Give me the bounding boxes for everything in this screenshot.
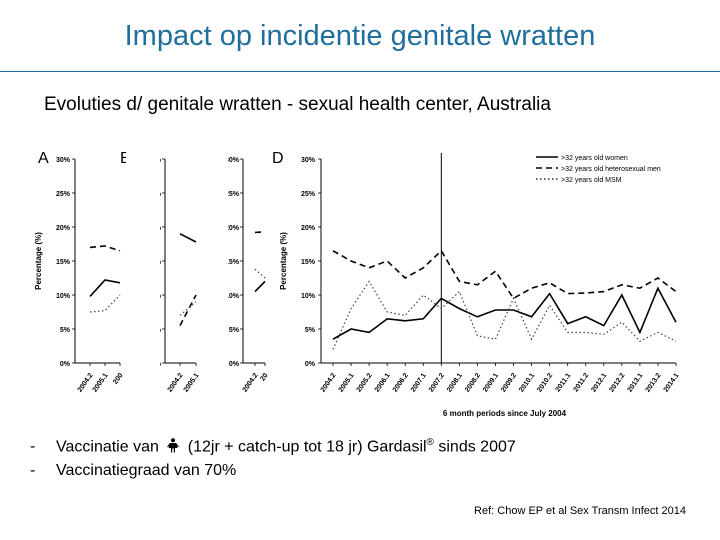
x-tick-label: 2013.1 bbox=[627, 372, 645, 394]
panel-crop-mask bbox=[200, 135, 228, 419]
y-tick-label: 0% bbox=[60, 361, 71, 368]
y-tick-label: 15% bbox=[56, 259, 71, 266]
panel-label-b: B bbox=[120, 150, 131, 167]
series-line-dashed-panel-b bbox=[179, 294, 197, 326]
title-divider bbox=[0, 71, 720, 72]
y-tick-label: 30% bbox=[225, 157, 240, 164]
chart-figure: A Percentage (%) 0% 5% 10% 15% 20% 25% 30% 2004.2… bbox=[28, 135, 696, 419]
panel-crop-mask bbox=[126, 135, 160, 419]
bullet-text-end: sinds 2007 bbox=[438, 438, 516, 456]
x-tick-label: 2010.2 bbox=[536, 372, 554, 394]
bullet-vaccination: - Vaccinatie van (12jr + catch-up tot 18 … bbox=[30, 431, 516, 459]
y-tick-label: 25% bbox=[225, 191, 240, 198]
series-line-dotted-panel-b bbox=[179, 301, 197, 316]
series-line-solid-panel-a bbox=[89, 279, 121, 297]
y-tick-label: 5% bbox=[60, 327, 71, 334]
y-tick-label: 20% bbox=[225, 225, 240, 232]
chart-svg: A Percentage (%) 0% 5% 10% 15% 20% 25% 30% 2004.2… bbox=[34, 135, 681, 419]
x-tick-label: 2008.2 bbox=[464, 372, 482, 394]
registered-mark: ® bbox=[426, 437, 434, 448]
x-tick-label: 2004.2 bbox=[242, 372, 260, 394]
y-tick-label: 15% bbox=[225, 259, 240, 266]
legend-label: >32 years old MSM bbox=[561, 177, 622, 184]
x-tick-label: 20 bbox=[259, 372, 269, 382]
y-tick-label: 20% bbox=[301, 225, 316, 232]
slide-subtitle: Evoluties d/ genitale wratten - sexual h… bbox=[44, 94, 551, 115]
y-tick-label: 5% bbox=[229, 327, 240, 334]
x-tick-label: 2008.1 bbox=[446, 372, 464, 394]
series-line-solid-panel-c bbox=[254, 280, 266, 293]
y-tick-label: 0% bbox=[229, 361, 240, 368]
x-tick-label: 2005.1 bbox=[183, 372, 201, 394]
y-tick-label: 30% bbox=[56, 157, 71, 164]
bullet-list: - Vaccinatie van (12jr + catch-up tot 18 … bbox=[30, 431, 516, 483]
x-tick-label: 2006.2 bbox=[392, 372, 410, 394]
x-tick-label: 2004.2 bbox=[320, 372, 338, 394]
x-tick-label: 2013.2 bbox=[645, 372, 663, 394]
bullet-text-middle: (12jr + catch-up tot 18 jr) Gardasil bbox=[187, 438, 427, 456]
x-tick-label: 2007.1 bbox=[410, 372, 428, 394]
y-tick-label: 30% bbox=[301, 157, 316, 164]
female-figure-icon bbox=[167, 438, 180, 453]
y-tick-label: 15% bbox=[301, 259, 316, 266]
x-tick-label: 2011.2 bbox=[573, 372, 591, 393]
y-tick-label: 5% bbox=[305, 327, 316, 334]
y-tick-label: 25% bbox=[56, 191, 71, 198]
y-tick-label: 10% bbox=[56, 293, 71, 300]
bullet-text-start: Vaccinatie van bbox=[56, 438, 159, 456]
series-line-dashed-panel-d bbox=[332, 249, 677, 300]
x-tick-label: 2006.1 bbox=[374, 372, 392, 394]
panel-crop-mask bbox=[270, 135, 278, 419]
reference-citation: Ref: Chow EP et al Sex Transm Infect 201… bbox=[474, 505, 686, 517]
x-tick-label: 2012.1 bbox=[590, 372, 608, 394]
bullet-dash: - bbox=[30, 438, 36, 456]
series-line-solid-panel-b bbox=[179, 233, 197, 243]
y-tick-label: 0% bbox=[305, 361, 316, 368]
x-tick-label: 2005.1 bbox=[338, 372, 356, 394]
x-tick-label: 2004.2 bbox=[167, 372, 185, 394]
slide-title: Impact op incidentie genitale wratten bbox=[124, 20, 596, 52]
x-tick-label: 2009.2 bbox=[500, 372, 518, 394]
y-tick-label: 20% bbox=[56, 225, 71, 232]
legend-label: >32 years old women bbox=[561, 155, 628, 162]
series-line-dotted-panel-c bbox=[254, 268, 266, 279]
bullet-coverage-text: Vaccinatiegraad van 70% bbox=[56, 462, 237, 480]
x-tick-label: 2014.1 bbox=[663, 372, 681, 394]
x-tick-label: 2005.2 bbox=[356, 372, 374, 394]
series-line-solid-panel-d bbox=[332, 286, 677, 340]
series-line-dotted-panel-d bbox=[332, 280, 677, 350]
x-tick-label: 2009.1 bbox=[482, 372, 500, 394]
y-tick-label: 25% bbox=[301, 191, 316, 198]
bullet-dash: - bbox=[30, 462, 36, 480]
bullet-coverage: - Vaccinatiegraad van 70% bbox=[30, 459, 516, 483]
x-tick-label: 2007.2 bbox=[428, 372, 446, 394]
panel-label-a: A bbox=[38, 150, 49, 167]
series-line-dashed-panel-a bbox=[89, 245, 121, 252]
y-axis-label: Percentage (%) bbox=[34, 232, 43, 290]
y-tick-label: 10% bbox=[301, 293, 316, 300]
x-tick-label: 2005.1 bbox=[92, 372, 110, 394]
x-tick-label: 2010.1 bbox=[518, 372, 536, 394]
y-axis-label: Percentage (%) bbox=[279, 232, 288, 290]
series-line-dotted-panel-a bbox=[89, 294, 121, 313]
x-tick-label: 2011.1 bbox=[555, 372, 573, 393]
x-tick-label: 200 bbox=[112, 372, 124, 386]
series-line-dashed-panel-c bbox=[254, 231, 266, 234]
panel-label-d: D bbox=[272, 150, 284, 167]
x-axis-label: 6 month periods since July 2004 bbox=[443, 409, 567, 418]
y-tick-label: 10% bbox=[225, 293, 240, 300]
legend-label: >32 years old heterosexual men bbox=[561, 166, 661, 173]
x-tick-label: 2012.2 bbox=[608, 372, 626, 394]
